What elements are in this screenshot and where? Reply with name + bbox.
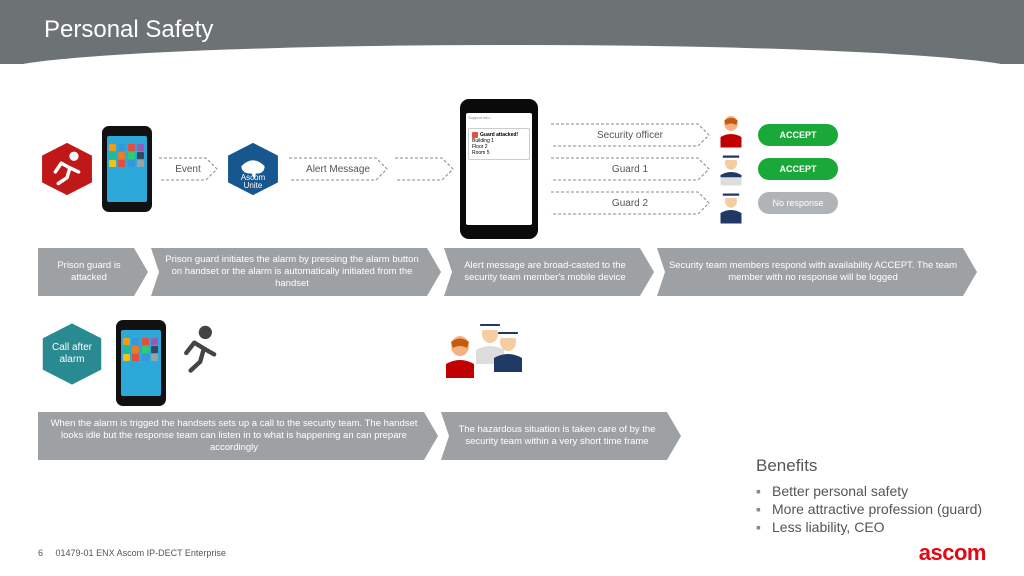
call-after-alarm-icon: Call afteralarm: [38, 320, 106, 388]
to-phone-arrow: [394, 157, 454, 181]
recipient-name-2: Guard 2: [612, 198, 648, 209]
benefits-heading: Benefits: [756, 456, 986, 476]
team-icon: [440, 320, 520, 380]
alert-line-3: Room 5: [472, 150, 526, 156]
guard2-icon: [716, 190, 746, 224]
step-3: Alert message are broad-casted to the se…: [444, 248, 654, 296]
handset-device-2: [116, 320, 166, 406]
response-pill-2: No response: [758, 192, 838, 214]
benefits-block: Benefits Better personal safety More att…: [756, 456, 986, 536]
mobile-device: Support info... Guard attacked! Building…: [460, 99, 538, 239]
benefit-item: More attractive profession (guard): [756, 500, 986, 518]
step-2: Prison guard initiates the alarm by pres…: [151, 248, 441, 296]
recipient-name-0: Security officer: [597, 130, 663, 141]
alert-label: Alert Message: [306, 164, 370, 175]
benefit-item: Less liability, CEO: [756, 518, 986, 536]
falling-person-icon: [38, 140, 96, 198]
handset-device: [102, 126, 152, 212]
footer: 6 01479-01 ENX Ascom IP-DECT Enterprise …: [0, 540, 1024, 566]
steps-row-1: Prison guard is attacked Prison guard in…: [0, 244, 1024, 296]
step-6: The hazardous situation is taken care of…: [441, 412, 681, 460]
page-number: 6: [38, 548, 43, 558]
steps-row-2: When the alarm is trigged the handsets s…: [0, 406, 720, 460]
officer-icon: [716, 114, 746, 148]
falling-icon-small: [176, 320, 220, 380]
flow-row-1: Event AscomUnite Alert Message Support i…: [0, 94, 1024, 244]
guard1-icon: [716, 152, 746, 186]
recipient-arrow-0: Security officer: [550, 123, 710, 147]
ascom-unite-label: AscomUnite: [224, 174, 282, 190]
recipient-arrow-2: Guard 2: [550, 191, 710, 215]
person-icons: [716, 114, 746, 224]
event-arrow: Event: [158, 157, 218, 181]
doc-ref: 01479-01 ENX Ascom IP-DECT Enterprise: [56, 548, 226, 558]
response-pill-0: ACCEPT: [758, 124, 838, 146]
recipient-name-1: Guard 1: [612, 164, 648, 175]
response-pill-1: ACCEPT: [758, 158, 838, 180]
recipient-arrows: Security officer Guard 1 Guard 2: [550, 123, 710, 215]
step-1: Prison guard is attacked: [38, 248, 148, 296]
call-after-label: Call afteralarm: [52, 342, 92, 366]
ascom-unite-icon: AscomUnite: [224, 140, 282, 198]
recipient-arrow-1: Guard 1: [550, 157, 710, 181]
benefit-item: Better personal safety: [756, 482, 986, 500]
ascom-logo: ascom: [919, 540, 986, 566]
flow-row-2: Call afteralarm: [0, 296, 1024, 406]
event-label: Event: [175, 164, 201, 175]
step-4: Security team members respond with avail…: [657, 248, 977, 296]
response-pills: ACCEPT ACCEPT No response: [758, 124, 838, 214]
step-5: When the alarm is trigged the handsets s…: [38, 412, 438, 460]
alert-arrow: Alert Message: [288, 157, 388, 181]
